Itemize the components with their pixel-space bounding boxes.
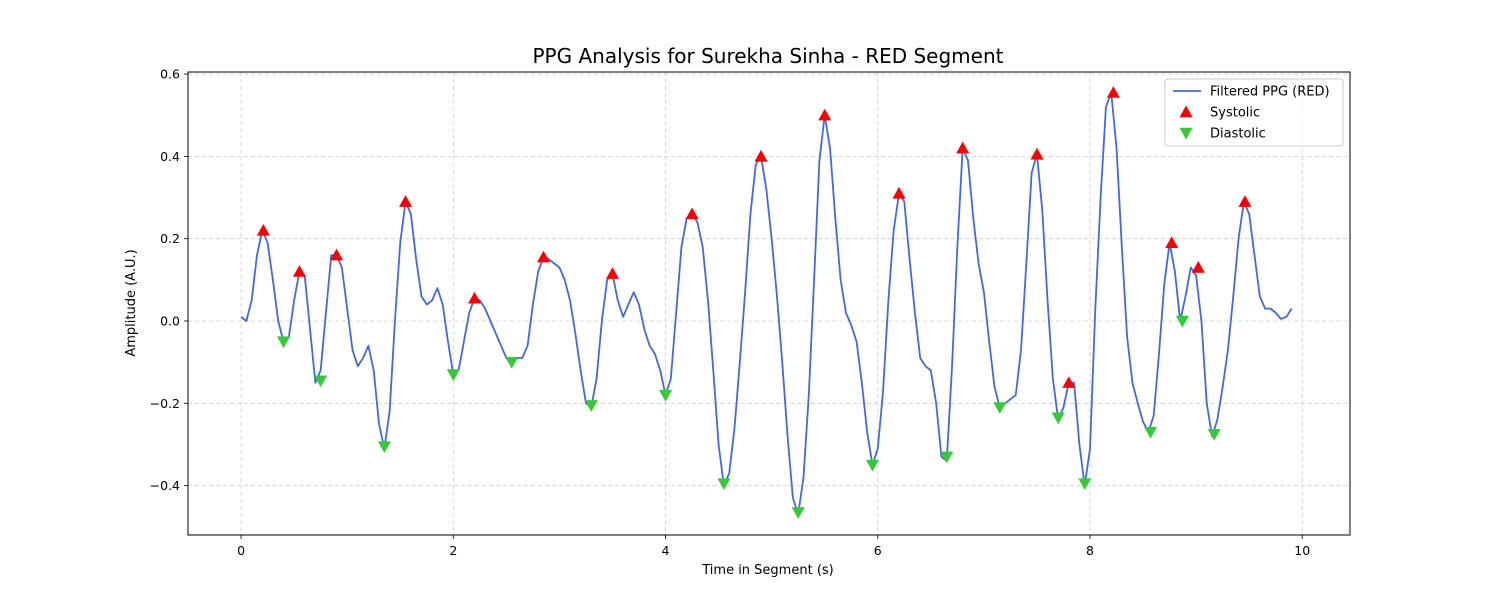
diastolic-marker xyxy=(446,369,460,381)
legend-systolic-swatch xyxy=(1179,105,1193,118)
y-axis-label: Amplitude (A.U.) xyxy=(124,249,139,356)
systolic-marker xyxy=(754,149,768,162)
x-tick-label: 10 xyxy=(1294,543,1310,558)
line-layer xyxy=(240,91,1293,516)
systolic-marker xyxy=(1106,86,1120,98)
x-tick-label: 6 xyxy=(874,543,882,558)
y-tick-label: −0.2 xyxy=(150,396,180,411)
y-tick-label: −0.4 xyxy=(150,478,180,493)
marker-layer xyxy=(256,86,1252,519)
grid xyxy=(188,72,1350,535)
diastolic-marker xyxy=(717,478,731,491)
systolic-marker xyxy=(818,108,832,121)
legend-diastolic-swatch xyxy=(1179,127,1193,140)
x-tick-label: 4 xyxy=(662,543,670,558)
diastolic-marker xyxy=(1143,426,1157,439)
x-tick-label: 8 xyxy=(1086,543,1094,558)
systolic-marker xyxy=(468,291,482,304)
chart-title: PPG Analysis for Surekha Sinha - RED Seg… xyxy=(532,44,1003,68)
legend-label: Filtered PPG (RED) xyxy=(1210,85,1330,100)
diastolic-marker xyxy=(277,336,291,349)
legend-label: Diastolic xyxy=(1210,127,1266,142)
systolic-marker xyxy=(1191,260,1205,273)
diastolic-marker xyxy=(1207,428,1221,441)
diastolic-marker xyxy=(1175,315,1189,328)
y-tick-label: 0.2 xyxy=(160,231,180,246)
systolic-marker xyxy=(605,267,619,279)
systolic-marker xyxy=(292,265,306,277)
systolic-marker xyxy=(892,186,906,199)
diastolic-marker xyxy=(865,459,879,472)
systolic-marker xyxy=(330,248,344,261)
diastolic-marker xyxy=(659,389,673,402)
systolic-marker xyxy=(536,250,550,263)
systolic-marker xyxy=(1062,376,1076,388)
diastolic-marker xyxy=(1051,412,1065,425)
legend-label: Systolic xyxy=(1210,106,1260,121)
systolic-marker xyxy=(1238,195,1252,207)
diastolic-marker xyxy=(314,375,328,388)
x-tick-label: 2 xyxy=(449,543,457,558)
systolic-marker xyxy=(256,223,270,236)
diastolic-marker xyxy=(791,507,805,519)
systolic-marker xyxy=(399,195,413,207)
diastolic-marker xyxy=(377,441,391,454)
legend-box xyxy=(1164,78,1344,147)
systolic-marker xyxy=(1030,147,1044,160)
systolic-marker xyxy=(685,207,699,220)
x-axis-label: Time in Segment (s) xyxy=(701,563,833,578)
y-tick-label: 0.4 xyxy=(160,149,180,164)
y-tick-label: 0.0 xyxy=(160,313,180,328)
diastolic-marker xyxy=(505,356,519,369)
systolic-marker xyxy=(1165,236,1179,248)
legend: Filtered PPG (RED) Systolic Diastolic xyxy=(1164,78,1344,147)
diastolic-marker xyxy=(993,402,1007,414)
y-tick-label: 0.6 xyxy=(160,67,180,82)
diastolic-marker xyxy=(584,400,598,412)
x-tick-label: 0 xyxy=(237,543,245,558)
series-line-filtered-ppg xyxy=(240,91,1293,516)
plot-frame xyxy=(187,71,1351,536)
ticks: 0 2 4 6 8 10 −0.4 −0.2 0.0 0.2 0.4 0.6 xyxy=(150,67,1311,558)
diastolic-marker xyxy=(1078,478,1092,491)
systolic-marker xyxy=(956,141,970,154)
diastolic-marker xyxy=(940,451,954,464)
